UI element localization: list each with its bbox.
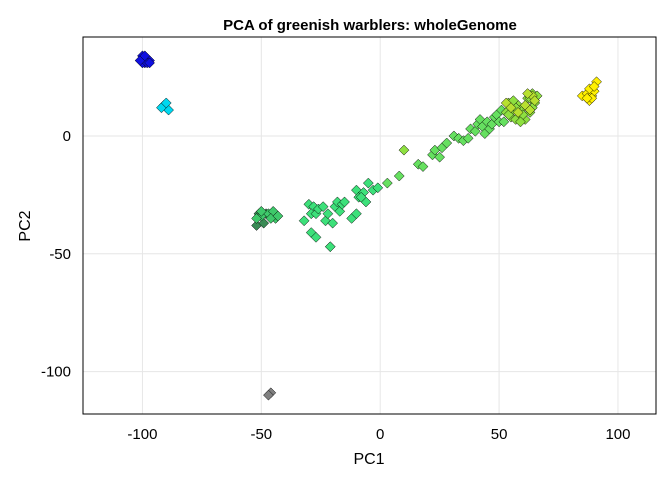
data-point [144,57,155,69]
series-9 [576,76,602,106]
data-point [398,144,410,156]
data-point [381,177,393,189]
data-point [441,137,453,149]
data-point [310,231,322,243]
data-point [529,95,541,106]
y-tick-label: -100 [41,364,71,381]
grid-lines [83,37,656,414]
data-point [417,161,429,172]
data-point [505,102,517,114]
data-point [298,215,310,227]
data-point [498,116,510,128]
data-point [139,50,151,62]
data-point [251,213,262,224]
x-axis-label: PC1 [353,451,384,468]
data-point [503,109,514,121]
data-point [339,196,350,208]
series-2 [263,387,277,401]
series-7 [398,88,543,156]
data-point [324,241,336,253]
data-point [522,88,533,99]
y-tick-labels: -100 -50 0 [41,128,71,381]
series-0 [134,50,155,69]
data-point [317,201,329,213]
data-point [512,107,524,118]
chart-title: PCA of greenish warblers: wholeGenome [223,17,517,34]
data-point [524,104,536,116]
data-point [355,191,367,203]
x-tick-label: 50 [491,426,508,443]
x-tick-label: 0 [376,426,384,443]
data-point [322,208,334,220]
data-point [581,92,593,104]
series-1 [156,97,174,116]
x-tick-label: 100 [605,426,630,443]
data-point [255,206,267,217]
data-point [263,389,274,401]
series-8 [500,88,541,118]
data-point [362,177,374,189]
data-point [588,81,600,92]
data-points [134,50,602,401]
data-point [372,182,384,194]
x-tick-labels: -100 -50 0 50 100 [127,426,630,443]
series-5 [298,177,384,253]
data-point [515,116,526,128]
data-point [160,97,172,109]
data-point [393,170,405,182]
y-axis-label: PC2 [17,210,34,241]
data-point [351,208,362,220]
y-tick-label: 0 [63,128,71,145]
series-4 [251,206,284,224]
plot-frame [82,36,657,415]
data-point [272,210,284,222]
x-tick-label: -50 [250,426,272,443]
x-tick-label: -100 [127,426,157,443]
data-point [462,132,474,144]
y-tick-label: -50 [49,246,71,263]
data-point [434,151,445,163]
series-6 [381,104,510,189]
data-point [327,217,339,229]
